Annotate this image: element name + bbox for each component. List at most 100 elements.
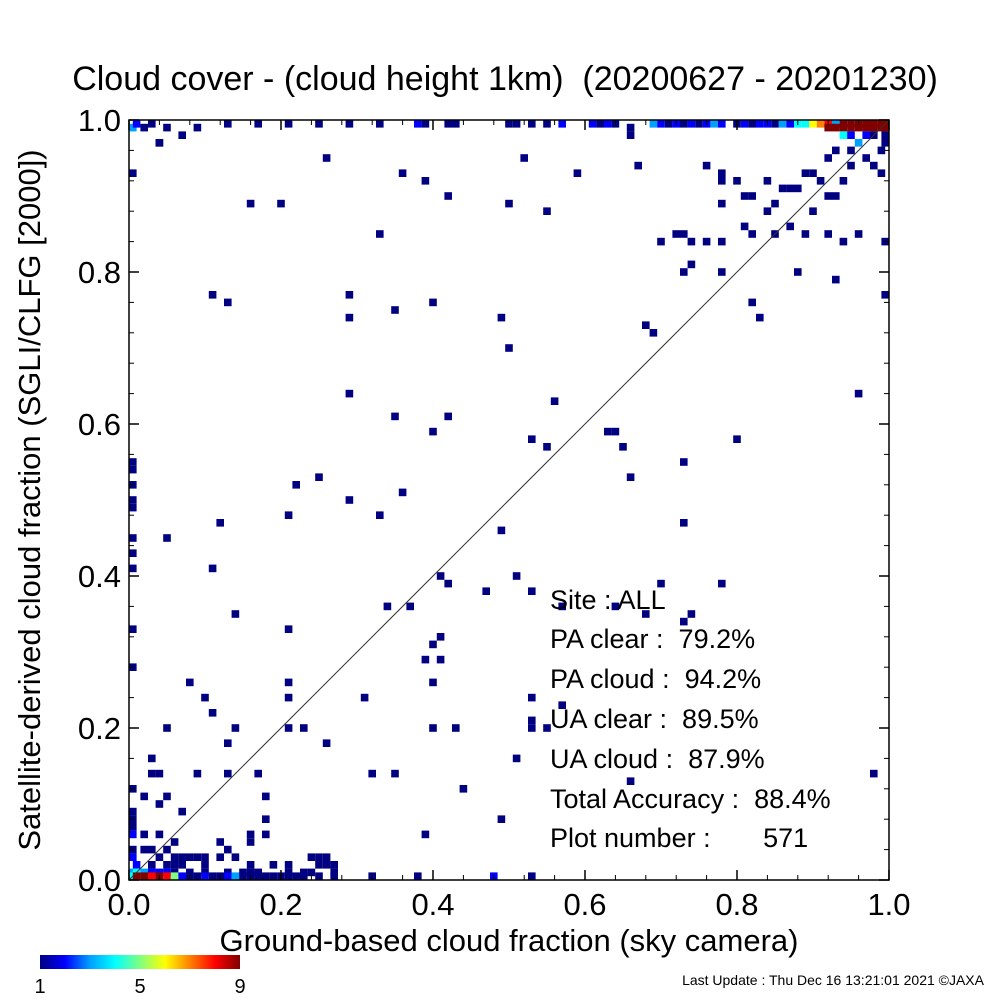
heatmap-cell (193, 853, 202, 861)
heatmap-cell (881, 291, 889, 299)
heatmap-cell (148, 845, 156, 854)
heatmap-cell (528, 587, 536, 595)
heatmap-cell (786, 120, 794, 128)
heatmap-cell (170, 868, 179, 877)
heatmap-cell (870, 161, 878, 170)
heatmap-cell (315, 853, 323, 861)
x-tick-label: 0.4 (411, 887, 454, 922)
heatmap-cell (398, 488, 407, 497)
y-tick-label: 0.0 (78, 863, 121, 898)
heatmap-cell (862, 123, 870, 132)
heatmap-cell (626, 131, 635, 139)
heatmap-cell (315, 473, 323, 481)
heatmap-cell (801, 230, 810, 238)
heatmap-cell (129, 807, 137, 816)
heatmap-cell (733, 177, 741, 185)
chart-title: Cloud cover - (cloud height 1km) (202006… (72, 60, 938, 98)
heatmap-cell (254, 872, 262, 880)
heatmap-cell (322, 861, 331, 869)
heatmap-cell (748, 120, 756, 128)
heatmap-cell (687, 120, 696, 128)
heatmap-cell (129, 503, 137, 512)
stat-plot-number: Plot number : 571 (550, 823, 808, 853)
heatmap-cell (558, 701, 566, 709)
heatmap-cell (482, 587, 490, 595)
heatmap-cell (254, 769, 262, 778)
x-tick-label: 1.0 (867, 887, 910, 922)
heatmap-cell (208, 291, 217, 299)
heatmap-cell (186, 853, 194, 861)
heatmap-cell (193, 769, 202, 778)
heatmap-cell (558, 120, 566, 128)
heatmap-cell (132, 120, 141, 128)
heatmap-cell (140, 792, 148, 801)
heatmap-cell (246, 861, 255, 869)
heatmap-cell (129, 853, 137, 861)
stat-site: Site : ALL (550, 585, 666, 615)
heatmap-cell (854, 123, 863, 132)
heatmap-cell (444, 579, 452, 588)
heatmap-cell (763, 177, 772, 185)
x-axis-label: Ground-based cloud fraction (sky camera) (220, 923, 799, 958)
heatmap-cell (330, 861, 338, 869)
heatmap-cell (429, 640, 437, 649)
heatmap-cell (733, 435, 741, 443)
heatmap-cell (832, 123, 840, 132)
heatmap-cell (847, 161, 855, 170)
heatmap-cell (155, 139, 164, 147)
heatmap-cell (155, 769, 164, 778)
heatmap-cell (626, 123, 635, 132)
heatmap-cell (170, 838, 179, 846)
heatmap-cell (231, 610, 240, 618)
heatmap-cell (132, 872, 141, 880)
heatmap-cell (497, 313, 506, 322)
heatmap-cell (695, 120, 703, 128)
heatmap-cell (847, 123, 855, 132)
heatmap-cell (778, 120, 787, 128)
heatmap-cell (129, 830, 137, 839)
heatmap-cell (140, 872, 148, 880)
heatmap-cell (543, 724, 551, 732)
heatmap-cell (231, 853, 240, 861)
heatmap-cell (619, 443, 627, 451)
heatmap-cell (512, 572, 521, 580)
heatmap-cell (284, 511, 293, 519)
heatmap-cell (649, 120, 658, 128)
heatmap-cell (680, 120, 688, 128)
heatmap-cell (262, 792, 270, 801)
heatmap-cell (657, 237, 665, 246)
heatmap-cell (809, 207, 817, 215)
colorbar-tick-label: 5 (134, 976, 145, 998)
heatmap-cell (824, 230, 832, 238)
x-tick-label: 0.0 (107, 887, 150, 922)
heatmap-cell (748, 192, 756, 200)
heatmap-cell (148, 861, 156, 869)
heatmap-cell (398, 169, 407, 177)
heatmap-cell (129, 496, 137, 504)
heatmap-cell (170, 861, 179, 869)
heatmap-cell (163, 872, 171, 880)
heatmap-cell (839, 177, 848, 185)
heatmap-cell (224, 868, 232, 877)
heatmap-cell (163, 534, 171, 542)
heatmap-cell (345, 313, 354, 322)
heatmap-cell (687, 260, 696, 269)
heatmap-cell (718, 579, 726, 588)
x-tick-label: 0.2 (259, 887, 302, 922)
heatmap-cell (129, 823, 137, 831)
heatmap-cell (786, 184, 794, 193)
heatmap-cell (429, 298, 437, 307)
heatmap-cell (414, 120, 422, 128)
heatmap-cell (322, 739, 331, 747)
stat-ua-clear: UA clear : 89.5% (550, 704, 759, 734)
heatmap-cell (163, 845, 171, 854)
stats-panel: Site : ALL PA clear : 79.2% PA cloud : 9… (550, 585, 831, 853)
heatmap-cell (786, 222, 794, 231)
heatmap-cell (284, 724, 293, 732)
heatmap-cell (611, 602, 620, 611)
heatmap-cell (824, 154, 832, 162)
y-axis-label: Satellite-derived cloud fraction (SGLI/C… (12, 149, 47, 850)
heatmap-cell (391, 769, 399, 778)
heatmap-cell (680, 519, 688, 527)
